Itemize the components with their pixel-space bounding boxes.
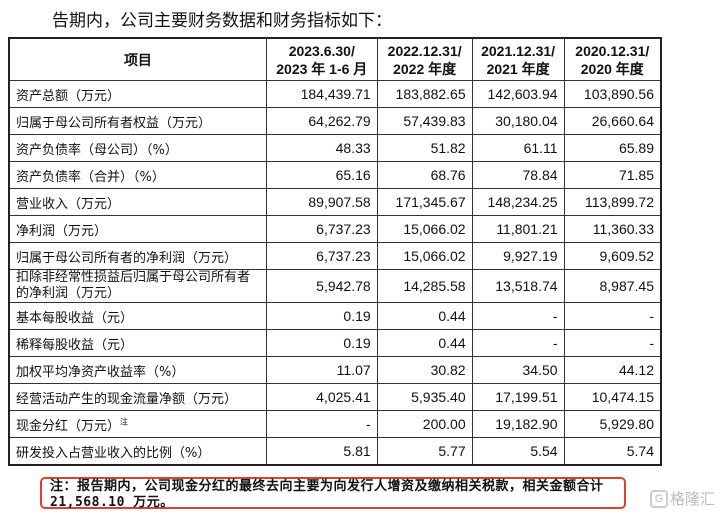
table-row: 扣除非经常性损益后归属于母公司所有者的净利润（万元） 5,942.78 14,285… — [8, 269, 662, 303]
row-value: 10,474.15 — [563, 383, 662, 411]
row-value: - — [563, 302, 662, 330]
row-label: 营业收入（万元） — [8, 188, 267, 216]
row-value: 148,234.25 — [471, 188, 565, 216]
row-value: - — [471, 329, 565, 357]
table-row: 经营活动产生的现金流量净额（万元） 4,025.41 5,935.40 17,199.… — [8, 383, 662, 411]
row-value: 5.81 — [265, 437, 378, 466]
row-label: 现金分红（万元）注 — [8, 410, 267, 438]
row-value: 4,025.41 — [265, 383, 378, 411]
row-value: 0.19 — [265, 329, 378, 357]
row-value: 5,929.80 — [563, 410, 662, 438]
table-row: 归属于母公司所有者权益（万元） 64,262.79 57,439.83 30,180.… — [8, 107, 662, 135]
table-row: 资产总额（万元） 184,439.71 183,882.65 142,603.94 10… — [8, 80, 662, 108]
row-label: 资产总额（万元） — [8, 80, 267, 108]
row-label: 研发投入占营业收入的比例（%） — [8, 437, 267, 466]
row-value: 30,180.04 — [471, 107, 565, 135]
row-label: 稀释每股收益（元） — [8, 329, 267, 357]
row-value: 6,737.23 — [265, 215, 378, 243]
row-value: 0.19 — [265, 302, 378, 330]
row-value: 57,439.83 — [376, 107, 473, 135]
table-row: 现金分红（万元）注 -200.00 19,182.90 5,929.80 — [8, 410, 662, 438]
row-value: 26,660.64 — [563, 107, 662, 135]
row-value: 5,942.78 — [265, 269, 378, 303]
row-value: 9,609.52 — [563, 242, 662, 270]
row-value: - — [471, 302, 565, 330]
row-label: 净利润（万元） — [8, 215, 267, 243]
row-label: 扣除非经常性损益后归属于母公司所有者的净利润（万元） — [8, 269, 267, 303]
watermark-logo: G 格隆汇 — [650, 488, 715, 509]
table-row: 基本每股收益（元） 0.19 0.44- - — [8, 302, 662, 330]
header-col: 2020.12.31/2020 年度 — [563, 37, 662, 81]
row-label: 归属于母公司所有者的净利润（万元） — [8, 242, 267, 270]
row-value: 5.74 — [563, 437, 662, 466]
row-value: 113,899.72 — [563, 188, 662, 216]
row-value: 11.07 — [265, 356, 378, 384]
row-value: 34.50 — [471, 356, 565, 384]
row-value: 14,285.58 — [376, 269, 473, 303]
row-value: 184,439.71 — [265, 80, 378, 108]
header-col: 2022.12.31/2022 年度 — [376, 37, 473, 81]
row-value: 51.82 — [376, 134, 473, 162]
header-item: 项目 — [8, 37, 267, 81]
row-value: 48.33 — [265, 134, 378, 162]
table-row: 稀释每股收益（元） 0.19 0.44- - — [8, 329, 662, 357]
row-value: 65.89 — [563, 134, 662, 162]
table-row: 资产负债率（母公司）（%） 48.33 51.82 61.11 65.89 — [8, 134, 662, 162]
row-value: 9,927.19 — [471, 242, 565, 270]
row-value: 0.44 — [376, 302, 473, 330]
table-row: 研发投入占营业收入的比例（%） 5.81 5.77 5.54 5.74 — [8, 437, 662, 466]
row-value: 11,360.33 — [563, 215, 662, 243]
row-value: 5.54 — [471, 437, 565, 466]
row-value: - — [563, 329, 662, 357]
row-value: - — [265, 410, 378, 438]
row-label: 加权平均净资产收益率（%） — [8, 356, 267, 384]
row-label: 经营活动产生的现金流量净额（万元） — [8, 383, 267, 411]
header-col: 2023.6.30/2023 年 1-6 月 — [265, 37, 378, 81]
row-value: 78.84 — [471, 161, 565, 189]
row-value: 89,907.58 — [265, 188, 378, 216]
row-value: 171,345.67 — [376, 188, 473, 216]
row-value: 15,066.02 — [376, 242, 473, 270]
financial-table: 项目 2023.6.30/2023 年 1-6 月 2022.12.31/202… — [8, 37, 662, 466]
table-row: 资产负债率（合并）（%） 65.16 68.76 78.84 71.85 — [8, 161, 662, 189]
table-row: 营业收入（万元） 89,907.58 171,345.67 148,234.25 113… — [8, 188, 662, 216]
row-value: 8,987.45 — [563, 269, 662, 303]
row-value: 44.12 — [563, 356, 662, 384]
row-value: 30.82 — [376, 356, 473, 384]
row-value: 200.00 — [376, 410, 473, 438]
intro-text: 告期内，公司主要财务数据和财务指标如下： — [52, 11, 392, 31]
row-value: 5.77 — [376, 437, 473, 466]
row-value: 64,262.79 — [265, 107, 378, 135]
row-value: 61.11 — [471, 134, 565, 162]
row-label: 资产负债率（合并）（%） — [8, 161, 267, 189]
table-row: 加权平均净资产收益率（%） 11.07 30.82 34.50 44.12 — [8, 356, 662, 384]
row-value: 19,182.90 — [471, 410, 565, 438]
row-value: 15,066.02 — [376, 215, 473, 243]
header-col: 2021.12.31/2021 年度 — [471, 37, 565, 81]
table-row: 归属于母公司所有者的净利润（万元） 6,737.23 15,066.02 9,927.… — [8, 242, 662, 270]
row-value: 103,890.56 — [563, 80, 662, 108]
logo-icon: G — [650, 489, 668, 508]
table-header: 项目 2023.6.30/2023 年 1-6 月 2022.12.31/202… — [8, 37, 662, 81]
row-value: 17,199.51 — [471, 383, 565, 411]
row-value: 0.44 — [376, 329, 473, 357]
row-label: 归属于母公司所有者权益（万元） — [8, 107, 267, 135]
row-label: 资产负债率（母公司）（%） — [8, 134, 267, 162]
row-value: 65.16 — [265, 161, 378, 189]
footnote-box: 注：报告期内，公司现金分红的最终去向主要为向发行人增资及缴纳相关税款，相关金额合… — [40, 477, 626, 510]
row-value: 11,801.21 — [471, 215, 565, 243]
row-value: 5,935.40 — [376, 383, 473, 411]
row-value: 68.76 — [376, 161, 473, 189]
row-value: 6,737.23 — [265, 242, 378, 270]
row-value: 71.85 — [563, 161, 662, 189]
row-value: 183,882.65 — [376, 80, 473, 108]
row-label: 基本每股收益（元） — [8, 302, 267, 330]
row-value: 13,518.74 — [471, 269, 565, 303]
table-row: 净利润（万元） 6,737.23 15,066.02 11,801.21 11,360.… — [8, 215, 662, 243]
row-value: 142,603.94 — [471, 80, 565, 108]
